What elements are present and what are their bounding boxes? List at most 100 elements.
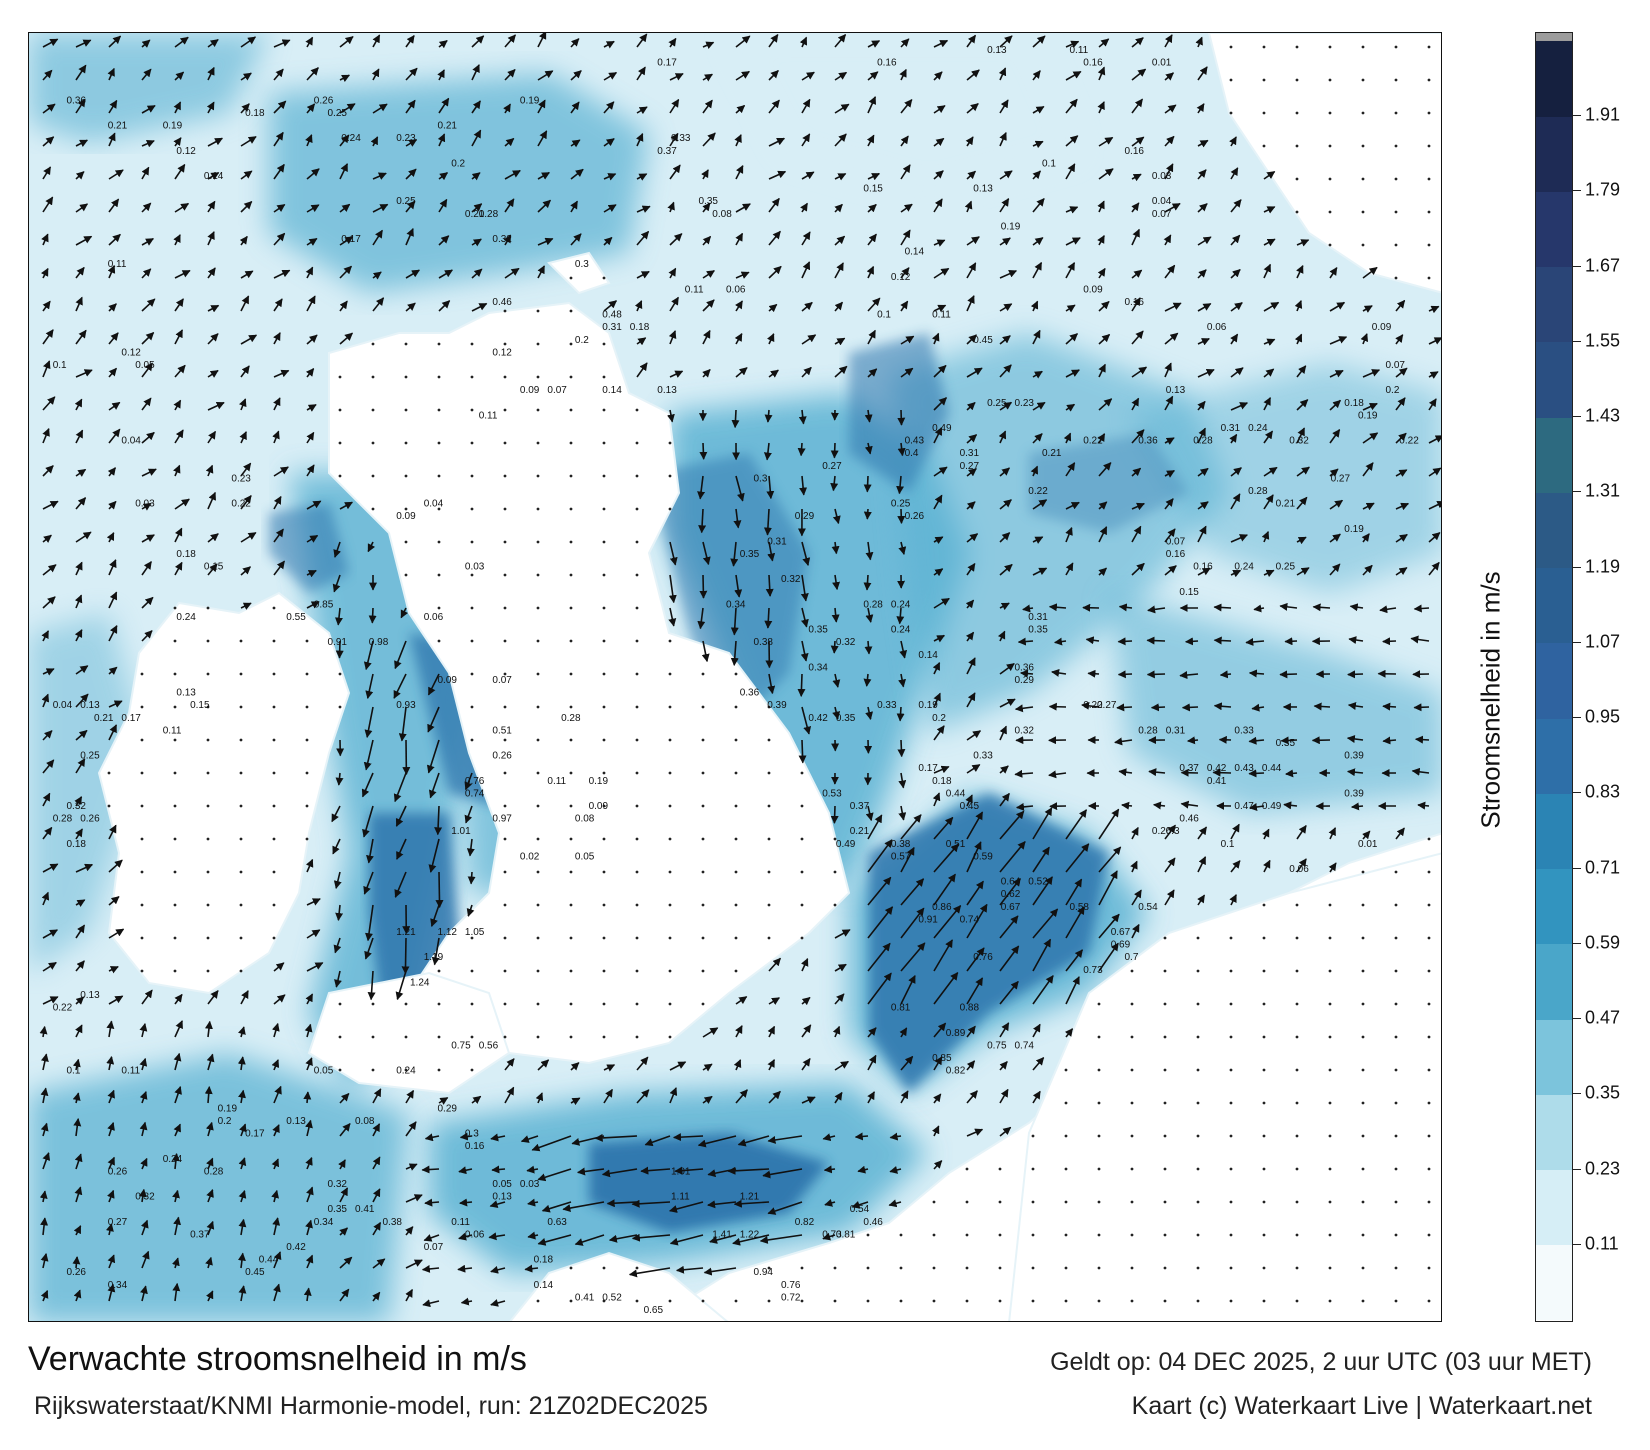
speed-label: 0.24 bbox=[891, 599, 911, 610]
current-arrow bbox=[1065, 949, 1084, 972]
speed-label: 0.08 bbox=[355, 1116, 375, 1127]
current-arrow bbox=[768, 170, 787, 180]
speed-label: 0.32 bbox=[1015, 725, 1035, 736]
speed-label: 0.25 bbox=[80, 751, 100, 762]
current-arrow bbox=[900, 38, 910, 48]
current-arrow bbox=[75, 899, 86, 907]
speed-label: 0.13 bbox=[286, 1116, 306, 1127]
current-arrow bbox=[372, 172, 387, 180]
current-arrow bbox=[898, 772, 907, 789]
grid-dot bbox=[1196, 1299, 1200, 1303]
current-arrow bbox=[1118, 768, 1133, 777]
grid-dot bbox=[206, 969, 210, 973]
grid-dot bbox=[503, 804, 507, 808]
current-arrow bbox=[933, 239, 946, 247]
speed-label: 0.11 bbox=[1070, 45, 1089, 56]
grid-dot bbox=[1097, 1299, 1101, 1303]
grid-dot bbox=[536, 573, 540, 577]
current-arrow bbox=[1098, 38, 1110, 48]
colorbar-tick-label: 1.31 bbox=[1585, 480, 1621, 501]
current-arrow bbox=[1263, 494, 1274, 510]
speed-label: 0.47 bbox=[1234, 801, 1254, 812]
speed-label: 0.1 bbox=[67, 1066, 81, 1077]
speed-label: 0.27 bbox=[1097, 700, 1117, 711]
current-arrow bbox=[457, 1264, 473, 1273]
grid-dot bbox=[437, 573, 441, 577]
grid-dot bbox=[1130, 1233, 1134, 1237]
current-arrow bbox=[1065, 843, 1090, 873]
current-arrow bbox=[42, 396, 56, 411]
current-arrow bbox=[273, 994, 286, 1005]
speed-label: 0.11 bbox=[121, 1066, 140, 1077]
grid-dot bbox=[932, 1233, 936, 1237]
speed-label: 0.26 bbox=[905, 511, 925, 522]
grid-dot bbox=[800, 1299, 804, 1303]
grid-dot bbox=[1295, 1068, 1299, 1072]
grid-dot bbox=[536, 1035, 540, 1039]
land-norway bbox=[1207, 33, 1441, 294]
grid-dot bbox=[239, 804, 243, 808]
fast-current-core bbox=[269, 503, 349, 593]
grid-dot bbox=[800, 870, 804, 874]
current-arrow bbox=[237, 1252, 246, 1269]
speed-label: 0.25 bbox=[891, 499, 911, 510]
current-arrow bbox=[108, 624, 118, 642]
current-arrow bbox=[867, 1091, 875, 1104]
current-arrow bbox=[75, 693, 89, 708]
grid-dot bbox=[503, 375, 507, 379]
speed-label: 0.44 bbox=[946, 788, 966, 799]
speed-label: 0.26 bbox=[492, 751, 512, 762]
speed-label: 0.17 bbox=[657, 58, 677, 69]
current-arrow bbox=[767, 673, 776, 695]
current-arrow bbox=[999, 198, 1010, 213]
speed-label: 0.24 bbox=[1248, 423, 1268, 434]
current-arrow bbox=[1032, 876, 1053, 906]
speed-label: 0.4 bbox=[905, 448, 919, 459]
current-arrow bbox=[896, 607, 905, 625]
current-arrow bbox=[1032, 433, 1043, 444]
grid-dot bbox=[965, 1200, 969, 1204]
grid-dot bbox=[1328, 177, 1332, 181]
colorbar-segment bbox=[1536, 116, 1572, 192]
speed-label: 0.09 bbox=[520, 385, 540, 396]
current-arrow bbox=[372, 1123, 381, 1137]
current-arrow bbox=[801, 706, 812, 735]
speed-label: 0.31 bbox=[1221, 423, 1241, 434]
speed-label: 0.13 bbox=[80, 990, 100, 1001]
grid-dot bbox=[272, 639, 276, 643]
grid-dot bbox=[536, 441, 540, 445]
speed-label: 0.06 bbox=[465, 1229, 485, 1240]
current-arrow bbox=[966, 434, 978, 444]
current-arrow bbox=[1017, 637, 1034, 646]
current-arrow bbox=[1362, 305, 1373, 313]
grid-dot bbox=[503, 573, 507, 577]
colorbar-tick-mark bbox=[1573, 641, 1581, 643]
current-arrow bbox=[42, 465, 54, 477]
grid-dot bbox=[536, 375, 540, 379]
grid-dot bbox=[1427, 1200, 1431, 1204]
current-arrow bbox=[1098, 301, 1110, 312]
current-arrow bbox=[966, 501, 976, 510]
current-arrow bbox=[1085, 636, 1100, 645]
grid-dot bbox=[503, 672, 507, 676]
current-arrow bbox=[1329, 499, 1344, 510]
current-arrow bbox=[966, 402, 976, 411]
current-arrow bbox=[636, 106, 648, 115]
current-arrow bbox=[459, 1198, 473, 1207]
grid-dot bbox=[503, 903, 507, 907]
current-arrow bbox=[966, 811, 984, 840]
grid-dot bbox=[173, 903, 177, 907]
current-arrow bbox=[735, 271, 750, 279]
speed-label: 0.67 bbox=[1111, 927, 1131, 938]
grid-dot bbox=[1262, 1233, 1266, 1237]
current-arrow bbox=[1146, 636, 1166, 645]
current-arrow bbox=[1117, 637, 1133, 646]
current-arrow bbox=[832, 1025, 841, 1038]
current-arrow bbox=[139, 1121, 148, 1137]
current-arrow bbox=[1230, 199, 1242, 213]
current-arrow bbox=[240, 103, 250, 114]
current-arrow bbox=[238, 1218, 247, 1236]
current-arrow bbox=[108, 965, 119, 974]
current-arrow bbox=[867, 40, 881, 48]
grid-dot bbox=[1328, 1002, 1332, 1006]
